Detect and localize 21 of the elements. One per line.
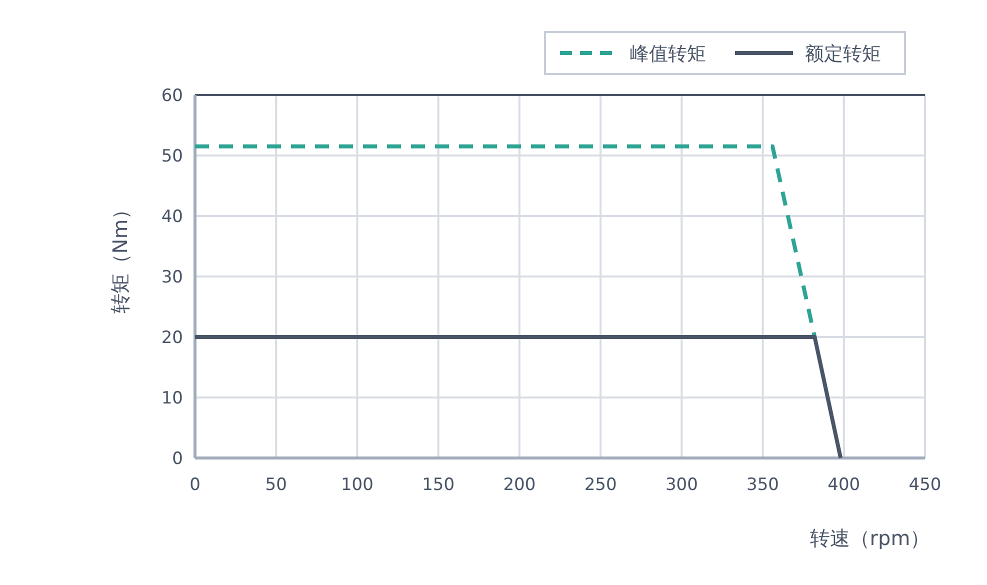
x-tick-label: 450: [908, 475, 942, 495]
x-tick-label: 250: [584, 475, 617, 495]
y-tick-label: 10: [161, 388, 183, 408]
x-tick-label: 0: [190, 475, 200, 495]
x-tick-label: 50: [265, 475, 287, 495]
y-tick-label: 60: [161, 86, 183, 106]
y-tick-label: 30: [161, 268, 183, 288]
y-tick-label: 0: [172, 449, 183, 469]
legend-label: 额定转矩: [805, 43, 881, 65]
legend-label: 峰值转矩: [630, 43, 706, 65]
x-tick-label: 100: [340, 475, 374, 495]
y-axis-title: 转矩（Nm）: [108, 199, 132, 314]
y-tick-label: 40: [161, 207, 183, 227]
x-tick-label: 400: [828, 475, 860, 495]
x-axis-title: 转速（rpm）: [810, 526, 930, 550]
x-tick-label: 200: [503, 475, 536, 495]
x-tick-label: 150: [422, 475, 455, 495]
y-tick-label: 50: [161, 146, 183, 166]
x-tick-label: 300: [665, 475, 698, 495]
x-tick-label: 350: [746, 475, 780, 495]
y-tick-label: 20: [161, 328, 183, 348]
